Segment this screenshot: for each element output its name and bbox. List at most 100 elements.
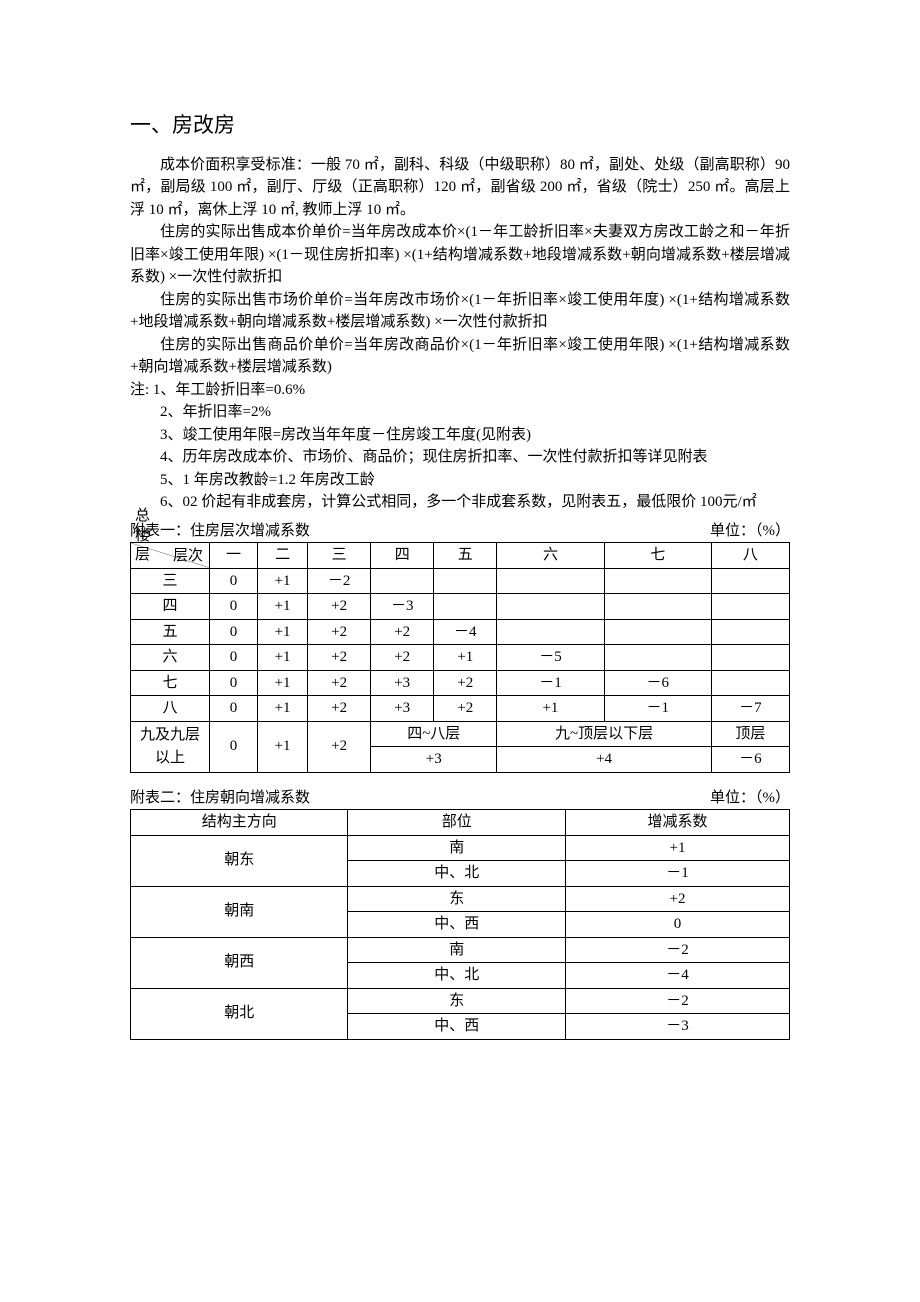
paragraph-2: 住房的实际出售成本价单价=当年房改成本价×(1－年工龄折旧率×夫妻双方房改工龄之… [130,221,790,289]
t2-value: －3 [565,1014,789,1040]
t1-col-1: 一 [210,543,258,569]
t1-cell [434,568,497,594]
t1-cell: －4 [434,619,497,645]
t1-cell: 0 [210,619,258,645]
t1-last-label: 九及九层以上 [131,721,210,772]
t1-cell [497,568,604,594]
paragraph-1: 成本价面积享受标准：一般 70 ㎡，副科、科级（中级职称）80 ㎡，副处、处级（… [130,154,790,222]
t2-part: 东 [348,886,565,912]
t1-col-4: 四 [371,543,434,569]
t2-part: 中、西 [348,912,565,938]
note-1: 注: 1、年工龄折旧率=0.6% [130,379,790,402]
t1-cell: －1 [604,696,711,722]
t1-cell [711,670,789,696]
table-orientation-coefficients: 结构主方向 部位 增减系数 朝东南+1中、北－1朝南东+2中、西0朝西南－2中、… [130,809,790,1040]
t2-dir: 朝西 [131,937,348,988]
t1-cell: +1 [258,645,308,671]
t1-cell: +2 [308,594,371,620]
table-row: 四0+1+2－3 [131,594,790,620]
t1-cell: +3 [371,696,434,722]
t2-part: 东 [348,988,565,1014]
table-row: 朝南东+2 [131,886,790,912]
table-floor-coefficients: 层次 总楼层 一 二 三 四 五 六 七 八 三0+1－2四0+1+2－3五0+… [130,542,790,773]
t1-cell [711,645,789,671]
t2-dir: 朝东 [131,835,348,886]
t1-cell [497,594,604,620]
t1-row-label: 三 [131,568,210,594]
table-row: 朝北东－2 [131,988,790,1014]
t1-col-8: 八 [711,543,789,569]
table-row: 五0+1+2+2－4 [131,619,790,645]
t2-value: －1 [565,861,789,887]
paragraph-4: 住房的实际出售商品价单价=当年房改商品价×(1－年折旧率×竣工使用年限) ×(1… [130,334,790,379]
table1-caption-right: 单位：（%） [710,520,790,543]
t1-cell [604,594,711,620]
t2-h1: 结构主方向 [131,810,348,836]
t1-cell: 0 [210,696,258,722]
t1-last-c2: +1 [258,721,308,772]
t1-cell: 0 [210,645,258,671]
t1-last-g2b: +4 [497,747,711,773]
t1-col-6: 六 [497,543,604,569]
t1-cell: +2 [308,645,371,671]
t1-cell [497,619,604,645]
t1-row-label: 八 [131,696,210,722]
t1-row-label: 七 [131,670,210,696]
t1-cell: +1 [258,594,308,620]
t1-cell [604,619,711,645]
table2-caption: 附表二：住房朝向增减系数 单位：（%） [130,787,790,810]
t1-cell: +2 [308,696,371,722]
t2-value: －2 [565,988,789,1014]
t2-value: －2 [565,937,789,963]
t1-cell: －7 [711,696,789,722]
t1-cell [434,594,497,620]
t1-cell: +1 [258,670,308,696]
t1-col-7: 七 [604,543,711,569]
t1-row-label: 六 [131,645,210,671]
table2-caption-right: 单位：（%） [710,787,790,810]
section-heading: 一、房改房 [130,110,790,142]
note-5: 5、1 年房改教龄=1.2 年房改工龄 [160,469,790,492]
paragraph-3: 住房的实际出售市场价单价=当年房改市场价×(1－年折旧率×竣工使用年度) ×(1… [130,289,790,334]
t2-h2: 部位 [348,810,565,836]
t2-value: +1 [565,835,789,861]
t2-part: 中、北 [348,861,565,887]
t2-dir: 朝南 [131,886,348,937]
diag-top-label: 层次 [173,545,203,568]
t1-cell: 0 [210,594,258,620]
table-row: 六0+1+2+2+1－5 [131,645,790,671]
t1-cell: +2 [371,645,434,671]
diag-bot-label: 总楼层 [135,507,150,566]
t1-last-g1t: 四~八层 [371,721,497,747]
t1-col-3: 三 [308,543,371,569]
t1-cell: 0 [210,568,258,594]
t1-row-label: 四 [131,594,210,620]
t2-dir: 朝北 [131,988,348,1039]
t1-cell [711,619,789,645]
t1-cell: +2 [308,619,371,645]
t1-cell: －2 [308,568,371,594]
table-row: 三0+1－2 [131,568,790,594]
t1-cell: +1 [258,568,308,594]
t1-last-g1b: +3 [371,747,497,773]
t1-cell: +1 [258,696,308,722]
t1-cell: －3 [371,594,434,620]
t1-cell: +2 [434,696,497,722]
t1-col-2: 二 [258,543,308,569]
t2-part: 中、北 [348,963,565,989]
t1-cell: +3 [371,670,434,696]
t1-cell: 0 [210,670,258,696]
table-row: 朝西南－2 [131,937,790,963]
table1-diag-header: 层次 总楼层 [131,543,210,569]
t2-part: 南 [348,937,565,963]
t1-cell: －5 [497,645,604,671]
t2-value: 0 [565,912,789,938]
t1-last-c1: 0 [210,721,258,772]
t1-cell: +2 [434,670,497,696]
note-6: 6、02 价起有非成套房，计算公式相同，多一个非成套系数，见附表五，最低限价 1… [160,491,790,514]
t1-cell: +1 [258,619,308,645]
t1-cell: +1 [434,645,497,671]
t1-cell: －6 [604,670,711,696]
t2-h3: 增减系数 [565,810,789,836]
t2-part: 南 [348,835,565,861]
